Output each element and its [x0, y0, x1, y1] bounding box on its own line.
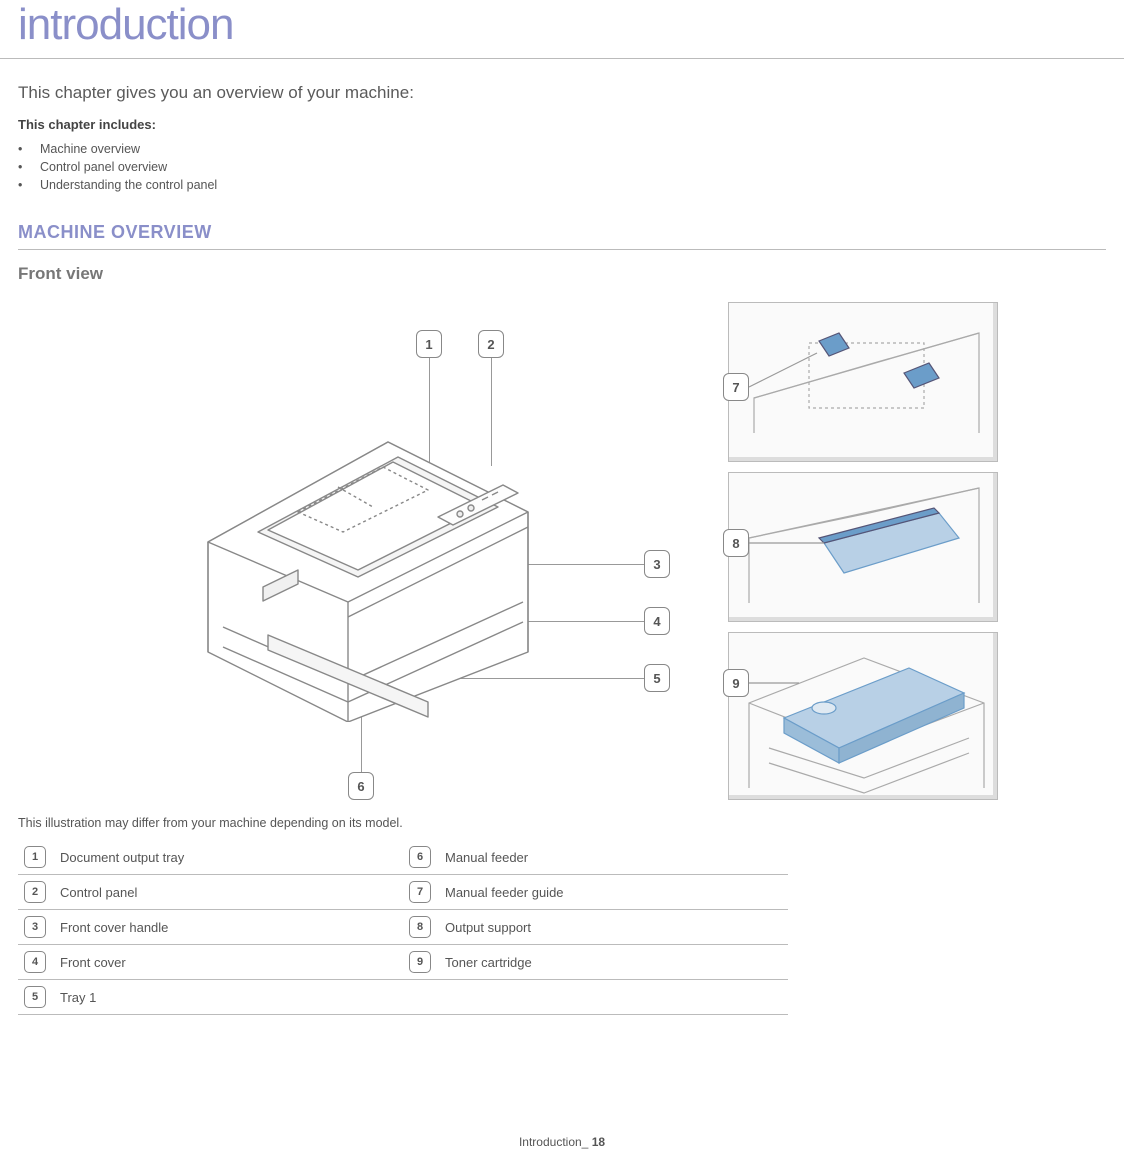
part-number: 5 — [24, 986, 46, 1008]
parts-cell: 2 Control panel — [18, 881, 403, 903]
callout-7: 7 — [723, 373, 749, 401]
panel-illustration — [729, 303, 999, 463]
callout-6: 6 — [348, 772, 374, 800]
callout-8: 8 — [723, 529, 749, 557]
callout-3: 3 — [644, 550, 670, 578]
parts-cell: 5 Tray 1 — [18, 986, 403, 1008]
parts-row: 5 Tray 1 — [18, 980, 788, 1015]
part-number: 8 — [409, 916, 431, 938]
printer-illustration — [168, 392, 548, 722]
diagram-area: 1 2 3 4 5 6 — [18, 302, 1106, 802]
callout-2: 2 — [478, 330, 504, 358]
part-label: Tray 1 — [60, 990, 96, 1005]
content-area: This chapter gives you an overview of yo… — [0, 83, 1124, 1015]
includes-item: Machine overview — [18, 140, 1106, 158]
part-label: Toner cartridge — [445, 955, 532, 970]
section-heading: MACHINE OVERVIEW — [18, 222, 1106, 243]
detail-panel-toner: 9 — [728, 632, 998, 800]
part-number: 2 — [24, 881, 46, 903]
subheading: Front view — [18, 264, 1106, 284]
includes-item: Control panel overview — [18, 158, 1106, 176]
part-number: 7 — [409, 881, 431, 903]
callout-1: 1 — [416, 330, 442, 358]
parts-cell: 6 Manual feeder — [403, 846, 788, 868]
parts-table: 1 Document output tray 6 Manual feeder 2… — [18, 840, 788, 1015]
parts-cell: 9 Toner cartridge — [403, 951, 788, 973]
parts-cell: 1 Document output tray — [18, 846, 403, 868]
part-label: Manual feeder guide — [445, 885, 564, 900]
includes-list: Machine overview Control panel overview … — [18, 140, 1106, 194]
parts-row: 3 Front cover handle 8 Output support — [18, 910, 788, 945]
panel-illustration — [729, 633, 999, 801]
includes-item: Understanding the control panel — [18, 176, 1106, 194]
part-label: Document output tray — [60, 850, 184, 865]
part-number: 6 — [409, 846, 431, 868]
includes-title: This chapter includes: — [18, 117, 1106, 132]
detail-panel-output-support: 8 — [728, 472, 998, 622]
diagram-note: This illustration may differ from your m… — [18, 816, 1106, 830]
parts-cell: 8 Output support — [403, 916, 788, 938]
title-divider — [0, 58, 1124, 59]
overview-text: This chapter gives you an overview of yo… — [18, 83, 1106, 103]
part-label: Manual feeder — [445, 850, 528, 865]
part-label: Front cover — [60, 955, 126, 970]
parts-row: 4 Front cover 9 Toner cartridge — [18, 945, 788, 980]
parts-cell: 4 Front cover — [18, 951, 403, 973]
part-number: 4 — [24, 951, 46, 973]
parts-cell — [403, 986, 788, 1008]
section-divider — [18, 249, 1106, 250]
panel-illustration — [729, 473, 999, 623]
callout-5: 5 — [644, 664, 670, 692]
page-footer: Introduction_ 18 — [0, 1135, 1124, 1169]
side-panels: 7 8 — [728, 302, 998, 802]
part-label: Control panel — [60, 885, 137, 900]
parts-row: 1 Document output tray 6 Manual feeder — [18, 840, 788, 875]
part-number: 3 — [24, 916, 46, 938]
parts-cell: 7 Manual feeder guide — [403, 881, 788, 903]
part-label: Front cover handle — [60, 920, 168, 935]
callout-9: 9 — [723, 669, 749, 697]
parts-row: 2 Control panel 7 Manual feeder guide — [18, 875, 788, 910]
detail-panel-feeder-guide: 7 — [728, 302, 998, 462]
footer-label: Introduction_ — [519, 1135, 588, 1149]
part-number: 9 — [409, 951, 431, 973]
main-diagram: 1 2 3 4 5 6 — [18, 302, 698, 802]
callout-4: 4 — [644, 607, 670, 635]
part-number: 1 — [24, 846, 46, 868]
footer-page-number: 18 — [592, 1135, 605, 1149]
page-title: introduction — [0, 0, 1124, 58]
part-label: Output support — [445, 920, 531, 935]
parts-cell: 3 Front cover handle — [18, 916, 403, 938]
